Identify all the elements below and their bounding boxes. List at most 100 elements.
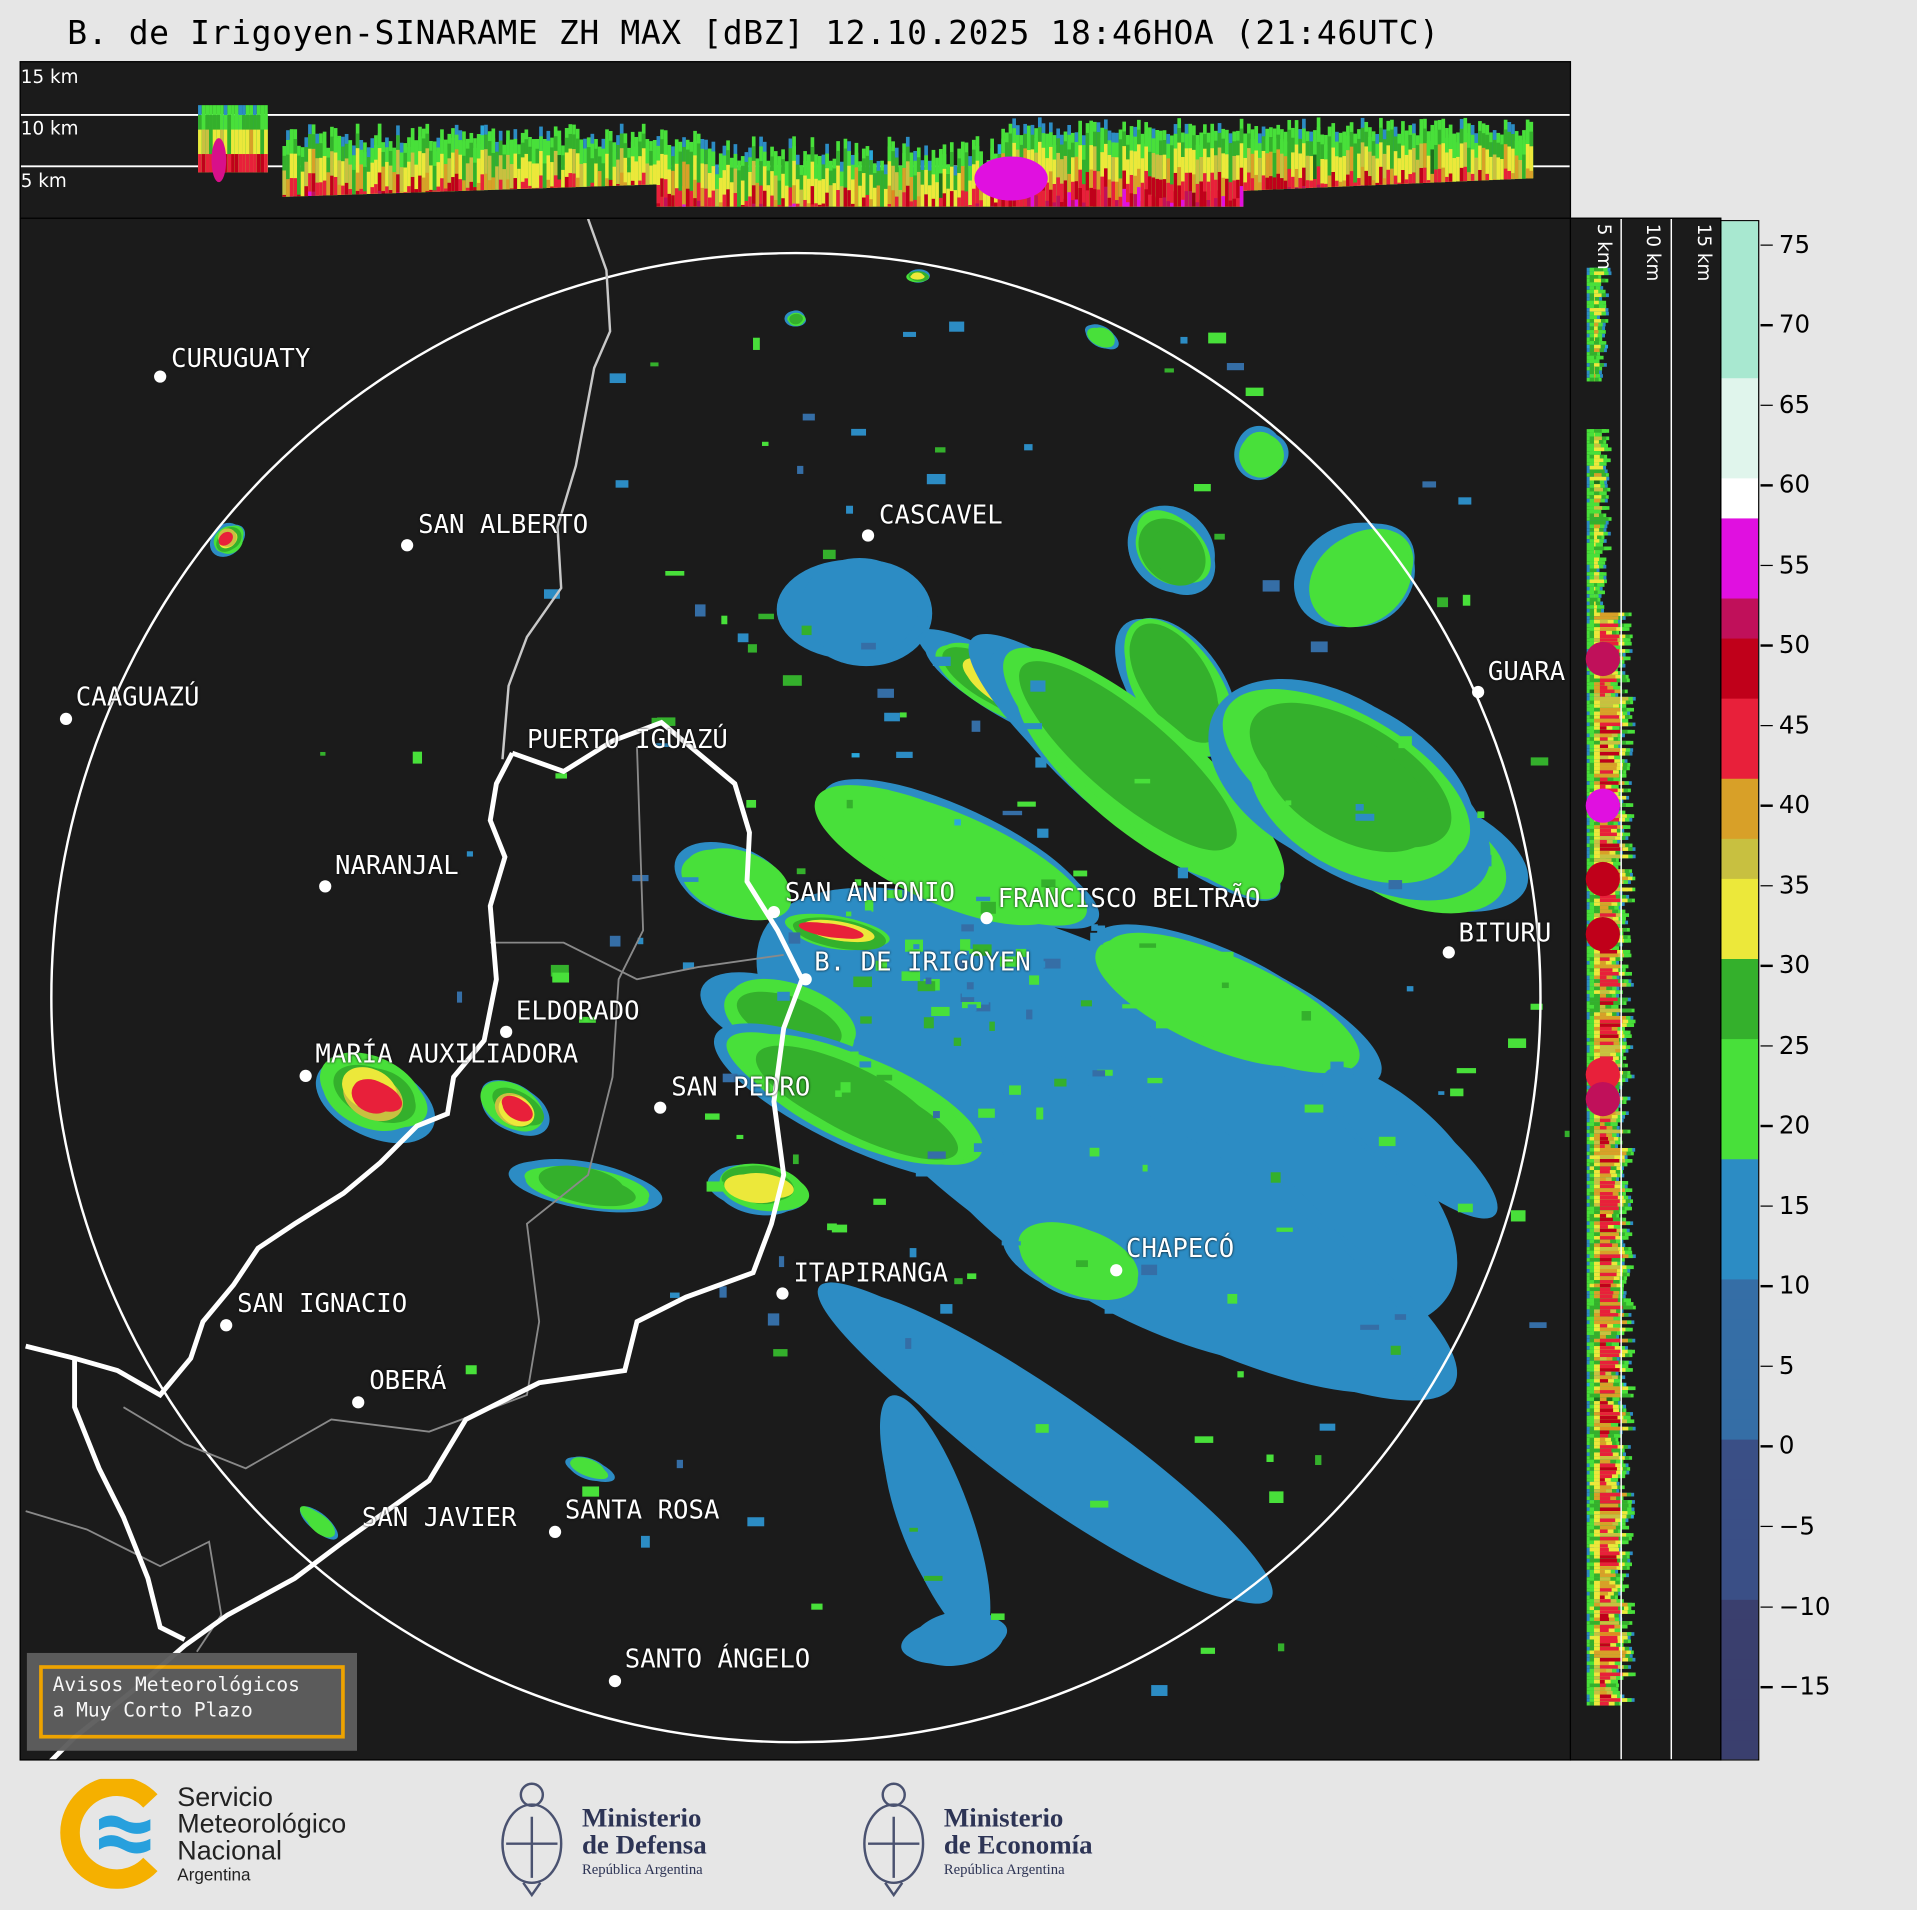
city-label: CURUGUATY <box>171 344 310 373</box>
echo-column <box>627 172 631 185</box>
echo-column <box>433 190 437 191</box>
echo-column <box>238 154 242 172</box>
echo-column <box>378 191 382 194</box>
echo-speck <box>650 362 658 366</box>
echo-speck <box>616 480 629 487</box>
colorbar-segment <box>1721 1139 1758 1160</box>
colorbar-segment <box>1721 1179 1758 1200</box>
colorbar-segment <box>1721 1219 1758 1240</box>
echo-column <box>403 192 407 193</box>
echo-column <box>304 186 308 196</box>
echo-row <box>1594 576 1599 580</box>
echo-speck <box>901 1311 912 1319</box>
city-label: CHAPECÓ <box>1126 1234 1234 1263</box>
echo-row <box>1594 297 1595 301</box>
echo-speck <box>1379 1137 1396 1146</box>
colorbar-tick <box>1761 565 1773 567</box>
echo-column <box>433 166 437 192</box>
echo-speck <box>841 1082 851 1092</box>
echo-row <box>1594 561 1598 565</box>
echo-speck <box>1271 1172 1281 1182</box>
warnings-box[interactable]: Avisos Meteorológicos a Muy Corto Plazo <box>27 1653 357 1751</box>
echo-speck <box>853 977 872 988</box>
echo-speck <box>1037 961 1045 968</box>
echo-speck <box>1266 1455 1273 1462</box>
echo-column <box>741 205 745 207</box>
echo-column <box>1280 178 1284 189</box>
echo-speck <box>1330 1062 1343 1071</box>
colorbar-segment <box>1721 758 1758 779</box>
colorbar-segment <box>1721 1739 1758 1759</box>
echo-column <box>1243 182 1247 190</box>
echo-row <box>1600 1372 1605 1376</box>
echo-row <box>1600 1401 1608 1405</box>
echo-column <box>899 190 903 207</box>
echo-column <box>458 179 462 191</box>
echo-column <box>759 204 763 207</box>
echo-row <box>1594 455 1600 459</box>
echo-column <box>781 198 785 206</box>
echo-column <box>297 170 301 196</box>
colorbar-segment <box>1721 1319 1758 1340</box>
echo-row <box>1600 1548 1609 1552</box>
echo-column <box>598 171 602 186</box>
colorbar-tick-label: −15 <box>1779 1671 1831 1700</box>
colorbar-tick-label: 70 <box>1779 310 1810 339</box>
echo-row <box>1600 1467 1617 1471</box>
echo-speck <box>1395 1314 1406 1320</box>
echo-column <box>814 203 818 206</box>
echo-row <box>1600 913 1616 917</box>
echo-row <box>1600 987 1606 991</box>
colorbar-segment <box>1721 918 1758 939</box>
echo-row <box>1600 1012 1606 1016</box>
echo-speck <box>1151 1685 1167 1696</box>
echo-row <box>1600 1027 1612 1031</box>
colorbar-segment <box>1721 317 1758 338</box>
echo-row <box>1600 1460 1610 1464</box>
warnings-link[interactable]: Avisos Meteorológicos a Muy Corto Plazo <box>39 1665 345 1738</box>
echo-column <box>814 179 818 207</box>
echo-column <box>1045 201 1049 207</box>
echo-column <box>1218 190 1222 206</box>
height-label-15km: 15 km <box>1693 224 1715 282</box>
echo-column <box>1148 195 1152 207</box>
echo-row <box>1600 847 1622 851</box>
echo-column <box>502 169 506 189</box>
echo-column <box>591 183 595 187</box>
echo-speck <box>1391 1346 1401 1355</box>
echo-column <box>1331 172 1335 187</box>
echo-row <box>1600 1584 1616 1588</box>
echo-column <box>884 189 888 207</box>
echo-row <box>1594 521 1601 525</box>
echo-speck <box>1399 736 1412 748</box>
colorbar-segment <box>1721 658 1758 679</box>
radar-map-canvas <box>21 219 1570 1759</box>
echo-column <box>1152 196 1156 207</box>
echo-row <box>1600 1595 1605 1599</box>
echo-column <box>1302 168 1306 189</box>
echo-row <box>1600 701 1620 705</box>
echo-column <box>436 187 440 192</box>
city-marker <box>352 1396 364 1408</box>
echo-column <box>613 167 617 186</box>
echo-column <box>726 189 730 206</box>
echo-row <box>1600 1522 1613 1526</box>
echo-speck <box>1356 804 1364 811</box>
echo-speck <box>935 447 945 452</box>
echo-column <box>400 167 404 193</box>
echo-row <box>1600 613 1619 617</box>
echo-column <box>1478 170 1482 181</box>
echo-column <box>1287 169 1291 189</box>
echo-row <box>1600 1423 1605 1427</box>
echo-speck <box>1227 1294 1237 1304</box>
echo-row <box>1594 491 1599 495</box>
economia-line-1: Ministerio <box>944 1805 1093 1832</box>
echo-speck <box>670 1293 680 1298</box>
echo-column <box>1372 180 1376 185</box>
echo-column <box>767 185 771 206</box>
echo-row <box>1594 319 1601 323</box>
echo-row <box>1600 976 1607 980</box>
echo-column <box>521 182 525 189</box>
echo-speck <box>1214 534 1224 540</box>
